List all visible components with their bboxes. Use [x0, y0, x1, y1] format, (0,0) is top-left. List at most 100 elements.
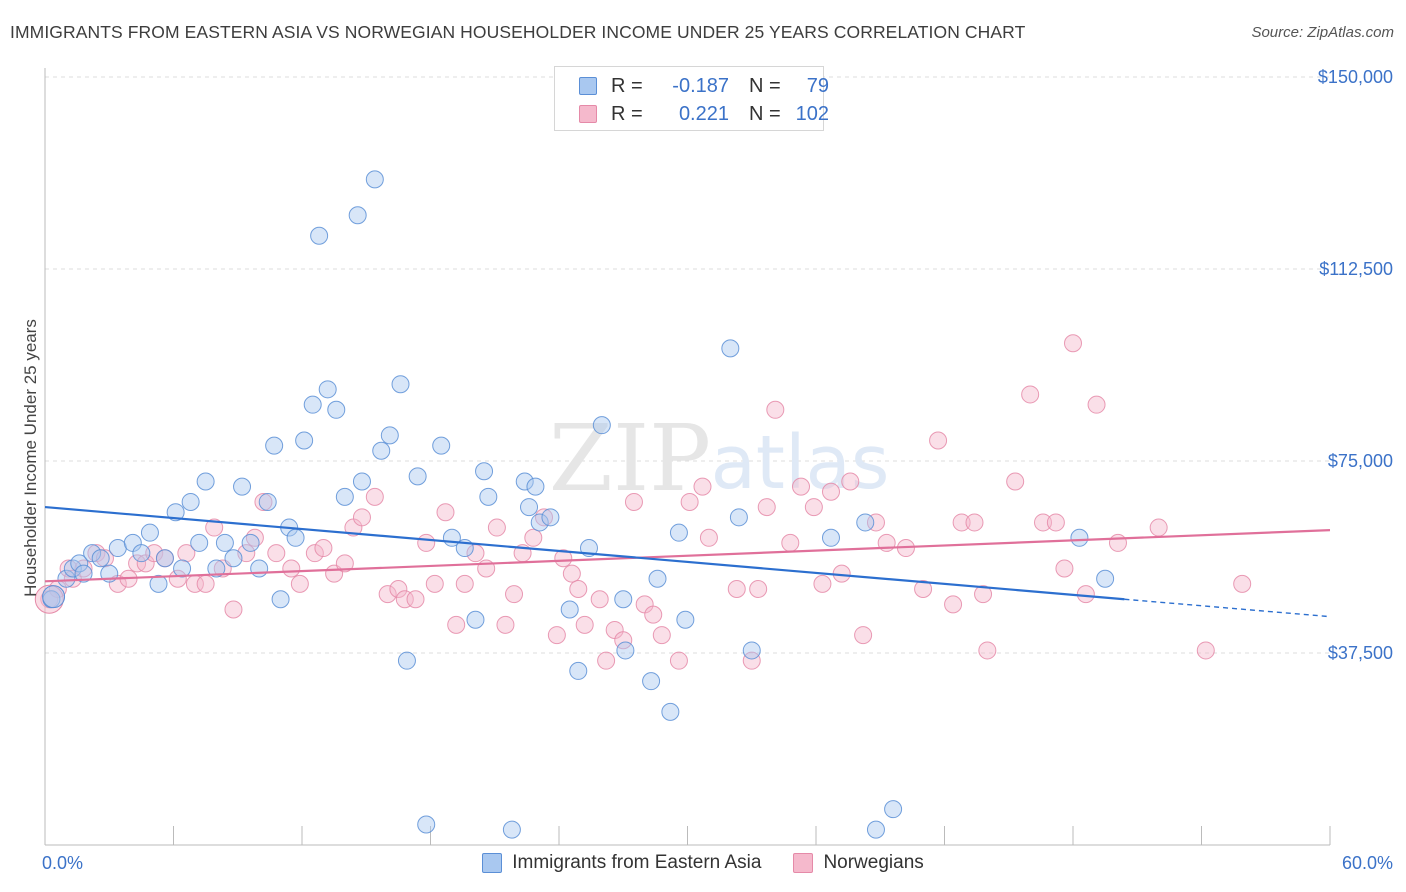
data-point — [541, 508, 560, 527]
watermark-atlas: atlas — [711, 420, 890, 506]
data-point — [560, 600, 579, 619]
data-point — [190, 533, 209, 552]
blue-swatch — [579, 77, 597, 95]
data-point — [804, 498, 823, 517]
data-point — [644, 605, 663, 624]
series-legend: Immigrants from Eastern Asia Norwegians — [0, 852, 1406, 874]
data-point — [866, 513, 885, 532]
data-point — [447, 615, 466, 634]
data-point — [496, 615, 515, 634]
data-point — [397, 651, 416, 670]
x-tick-label: 0.0% — [42, 853, 83, 873]
data-point — [1196, 641, 1215, 660]
data-point — [348, 206, 367, 225]
x-tick-label: 60.0% — [1342, 853, 1393, 873]
data-point — [372, 441, 391, 460]
data-point — [1070, 528, 1089, 547]
data-point — [1021, 385, 1040, 404]
data-point — [380, 426, 399, 445]
legend-item-norwegians[interactable]: Norwegians — [793, 852, 924, 874]
data-point — [265, 436, 284, 455]
r-value: 0.221 — [678, 102, 729, 125]
data-point — [813, 574, 832, 593]
data-point — [524, 528, 543, 547]
data-point — [1149, 518, 1168, 537]
data-point — [914, 580, 933, 598]
data-point — [569, 580, 588, 598]
data-point — [676, 610, 695, 629]
data-point — [757, 498, 776, 517]
data-point — [1076, 585, 1095, 604]
eastern-asia-trend-extension — [1124, 598, 1331, 618]
data-point — [1087, 395, 1106, 414]
data-point — [575, 615, 594, 634]
watermark: ZIP atlas — [549, 405, 890, 512]
data-point — [155, 549, 174, 568]
data-point — [520, 498, 539, 517]
data-point — [624, 492, 643, 511]
data-point — [70, 554, 89, 573]
data-point — [295, 431, 314, 450]
data-point — [652, 626, 671, 645]
n-label: N = — [749, 102, 781, 125]
data-point — [1096, 569, 1115, 588]
data-point — [569, 661, 588, 680]
blue-swatch — [482, 853, 503, 873]
data-point — [224, 549, 243, 568]
data-point — [140, 523, 159, 542]
data-point — [727, 580, 746, 598]
data-point — [254, 492, 273, 511]
data-point — [547, 626, 566, 645]
legend-row-eastern-asia: R = -0.187 N = 79 — [579, 73, 829, 99]
data-point — [417, 815, 436, 834]
norwegians-trend-line — [44, 529, 1331, 583]
data-point — [406, 590, 425, 609]
data-point — [267, 544, 286, 563]
data-point — [590, 590, 609, 609]
data-point — [168, 569, 187, 588]
data-point — [554, 549, 573, 568]
data-point — [749, 580, 768, 598]
data-point — [680, 492, 699, 511]
gridlines — [45, 76, 1330, 654]
data-point — [327, 400, 346, 419]
data-point — [91, 549, 110, 568]
data-point — [699, 528, 718, 547]
data-point — [196, 472, 215, 491]
data-point — [866, 820, 885, 839]
legend-item-eastern-asia[interactable]: Immigrants from Eastern Asia — [482, 852, 761, 874]
data-point — [965, 513, 984, 532]
pink-swatch — [579, 105, 597, 123]
data-point — [352, 472, 371, 491]
data-point — [149, 574, 168, 593]
data-point — [642, 672, 661, 691]
data-point — [648, 569, 667, 588]
data-point — [233, 477, 252, 496]
data-point — [693, 477, 712, 496]
data-point — [502, 820, 521, 839]
data-point — [944, 595, 963, 614]
data-point — [766, 400, 785, 419]
data-point — [856, 513, 875, 532]
data-point — [821, 528, 840, 547]
data-point — [978, 641, 997, 660]
data-point — [721, 339, 740, 358]
data-point — [83, 544, 102, 563]
n-value: 79 — [806, 74, 829, 97]
data-point — [408, 467, 427, 486]
data-point — [205, 518, 224, 537]
data-point — [286, 528, 305, 547]
data-point — [821, 482, 840, 501]
data-point — [669, 651, 688, 670]
data-point — [378, 585, 397, 604]
data-point — [395, 590, 414, 609]
data-point — [742, 651, 761, 670]
data-point — [952, 513, 971, 532]
data-point — [417, 533, 436, 552]
data-point — [145, 544, 164, 563]
data-point — [455, 574, 474, 593]
data-point — [841, 472, 860, 491]
data-point — [616, 641, 635, 660]
trend-lines — [44, 505, 1331, 618]
